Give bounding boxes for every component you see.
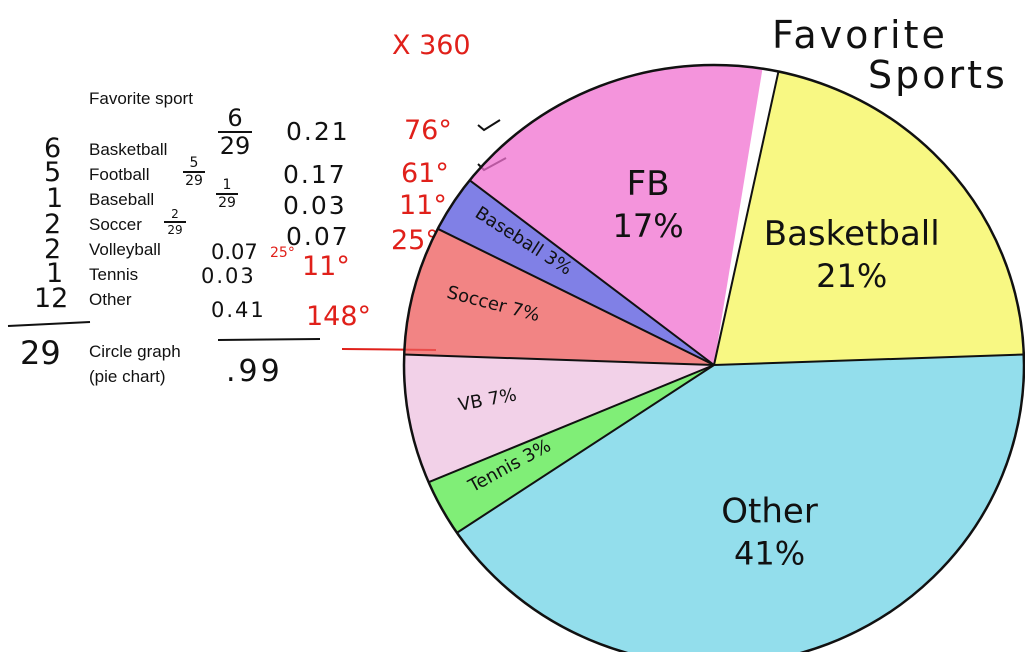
decimal-volleyball: 0.07 xyxy=(211,240,258,264)
pie-slice-other xyxy=(456,354,1024,652)
slice-label-other: Other xyxy=(721,491,818,531)
total-rule-decimals xyxy=(217,338,321,341)
check-mark-icon xyxy=(477,119,501,132)
slice-divider xyxy=(437,227,715,366)
slice-divider xyxy=(713,71,780,366)
fraction-basketball: 6 29 xyxy=(218,106,252,158)
sport-volleyball: Volleyball xyxy=(89,240,161,259)
fraction-bar xyxy=(183,171,205,173)
degrees-volleyball: 25° xyxy=(270,245,295,261)
decimal-baseball: 0.03 xyxy=(283,191,347,220)
count-baseball: 1 xyxy=(46,183,64,214)
slice-divider xyxy=(428,364,715,484)
decimal-other: 0.41 xyxy=(211,298,266,322)
decimal-soccer: 0.07 xyxy=(286,222,350,251)
pie-slice-vb xyxy=(404,354,714,483)
degrees-basketball: 76° xyxy=(404,115,452,146)
slice-percent-other: 41% xyxy=(734,534,805,572)
slice-divider xyxy=(404,353,715,366)
slice-percent-basketball: 21% xyxy=(816,257,887,295)
slice-label-fb: FB xyxy=(627,164,670,204)
fraction-bar xyxy=(216,193,238,195)
count-basketball: 6 xyxy=(44,133,62,164)
count-tennis: 1 xyxy=(46,258,64,289)
slice-divider xyxy=(713,353,1024,366)
decimal-tennis: 0.03 xyxy=(201,264,256,288)
pie-slice-soccer xyxy=(404,228,714,365)
decimal-basketball: 0.21 xyxy=(286,117,350,146)
degrees-tennis: 11° xyxy=(302,251,350,282)
sport-basketball: Basketball xyxy=(89,140,168,159)
slice-divider xyxy=(456,364,715,534)
count-football: 5 xyxy=(44,157,62,188)
fraction-soccer: 2 29 xyxy=(164,208,186,236)
fraction-denominator: 29 xyxy=(185,173,203,189)
sport-football: Football xyxy=(89,165,150,184)
fraction-bar xyxy=(218,131,252,133)
fraction-numerator: 2 xyxy=(171,207,179,221)
sport-tennis: Tennis xyxy=(89,265,139,284)
decimal-football: 0.17 xyxy=(283,160,347,189)
fraction-numerator: 5 xyxy=(189,155,199,171)
chart-title: Sports xyxy=(868,53,1008,97)
degrees-other: 148° xyxy=(306,301,372,332)
fraction-football: 5 29 xyxy=(183,156,205,188)
fraction-denominator: 29 xyxy=(219,132,251,160)
fraction-bar xyxy=(164,221,186,223)
fraction-denominator: 29 xyxy=(218,195,236,211)
total-decimal: .99 xyxy=(226,354,283,389)
slice-divider xyxy=(469,179,715,366)
sport-soccer: Soccer xyxy=(89,215,142,234)
pie-outline xyxy=(402,63,1025,652)
pie-slice-tennis xyxy=(428,365,714,533)
pie-slice-fb xyxy=(469,65,763,366)
count-other: 12 xyxy=(34,283,69,314)
degrees-baseball: 11° xyxy=(399,190,447,221)
total-count: 29 xyxy=(20,334,61,372)
fraction-numerator: 6 xyxy=(227,104,243,132)
fraction-baseball: 1 29 xyxy=(216,178,238,210)
pie-lines xyxy=(402,63,1025,652)
caption-pie-chart: (pie chart) xyxy=(89,367,166,386)
pie-slice-basketball xyxy=(714,71,1024,365)
caption-circle-graph: Circle graph xyxy=(89,342,181,361)
slice-label-basketball: Basketball xyxy=(764,214,940,254)
multiply-360-annotation: X 360 xyxy=(392,30,471,61)
count-volleyball: 2 xyxy=(44,234,62,265)
slice-percent-fb: 17% xyxy=(613,207,684,245)
sport-other: Other xyxy=(89,290,132,309)
count-soccer: 2 xyxy=(44,209,62,240)
pie-fills xyxy=(404,65,1024,652)
sport-baseball: Baseball xyxy=(89,190,155,209)
chart-title: Favorite xyxy=(772,13,948,57)
table-heading: Favorite sport xyxy=(89,89,193,108)
fraction-numerator: 1 xyxy=(222,177,232,193)
total-rule-counts xyxy=(7,321,91,327)
pie-slice-baseball xyxy=(437,180,714,365)
fraction-denominator: 29 xyxy=(167,223,183,237)
degrees-football: 61° xyxy=(401,158,449,189)
